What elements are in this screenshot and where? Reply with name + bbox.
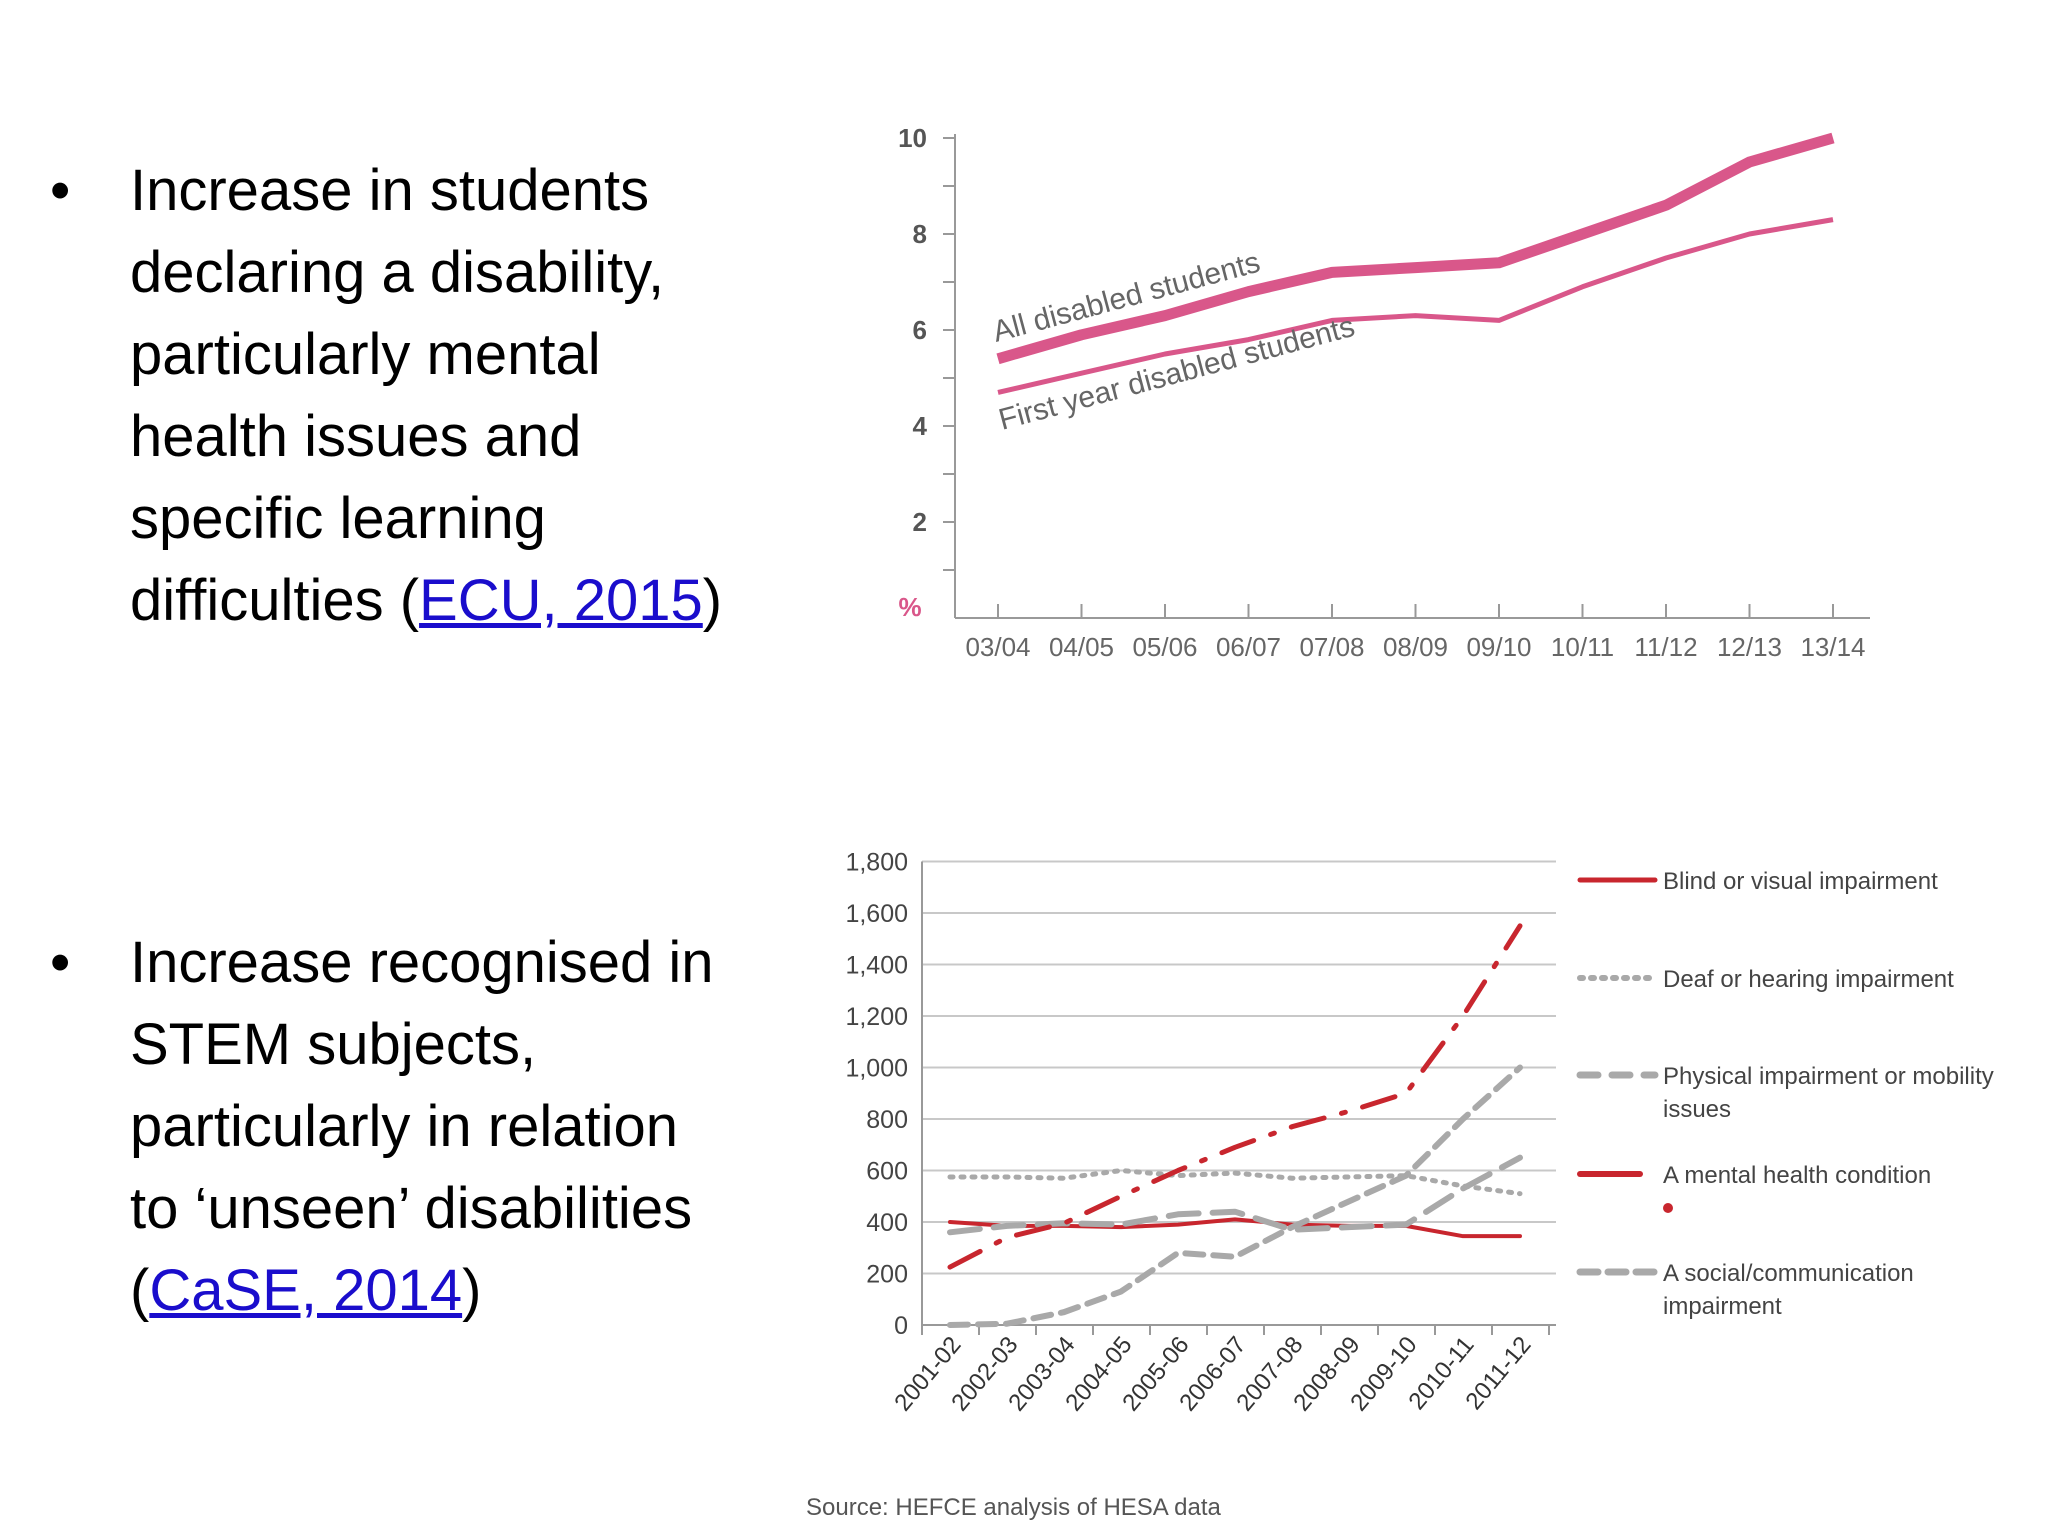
bullet-line: to ‘unseen’ disabilities	[130, 1176, 693, 1241]
x-tick-label: 11/12	[1634, 632, 1697, 662]
y-tick-label: 0	[894, 1312, 908, 1340]
bullet-suffix: )	[462, 1258, 482, 1323]
case-2014-link[interactable]: CaSE, 2014	[149, 1258, 463, 1323]
y-tick-label: 6	[913, 315, 927, 345]
x-tick-label: 12/13	[1717, 632, 1782, 662]
y-tick-label: 8	[913, 219, 927, 249]
x-tick-label: 04/05	[1049, 632, 1114, 662]
legend-label-deaf-or-hearing-impairment: Deaf or hearing impairment	[1663, 966, 1954, 993]
bullet-prefix: (	[130, 1258, 150, 1323]
legend-label-line: Physical impairment or mobility	[1663, 1063, 1994, 1090]
chart-disability-types-stem: 02004006008001,0001,2001,4001,6001,80020…	[845, 849, 1993, 1417]
legend-label-line: Deaf or hearing impairment	[1663, 966, 1954, 993]
legend-label-line: A mental health condition	[1663, 1162, 1931, 1189]
bullet-prefix: difficulties (	[130, 568, 420, 633]
y-tick-label: 1,800	[845, 849, 908, 877]
bullet-marker: •	[50, 930, 71, 995]
y-tick-label: 600	[866, 1158, 908, 1186]
bullet-suffix: )	[702, 568, 723, 633]
y-tick-label: 1,400	[845, 952, 908, 980]
x-tick-label: 05/06	[1132, 632, 1197, 662]
legend-label-blind-or-visual-impairment: Blind or visual impairment	[1663, 868, 1938, 895]
x-tick-label: 07/08	[1299, 632, 1364, 662]
y-axis-unit-label: %	[898, 592, 921, 622]
bullet-line: particularly in relation	[130, 1094, 679, 1159]
bullet-line-last: difficulties (ECU, 2015)	[130, 560, 722, 642]
legend-label-line: impairment	[1663, 1293, 1782, 1320]
y-tick-label: 200	[866, 1261, 908, 1289]
bullet-line: Increase recognised in	[130, 930, 714, 995]
bullet-line: declaring a disability,	[130, 240, 665, 305]
bullet-line-last: (CaSE, 2014)	[130, 1250, 714, 1332]
bullet-line: health issues and	[130, 404, 582, 469]
ecu-2015-link[interactable]: ECU, 2015	[419, 568, 703, 633]
legend-label-a-mental-health-condition: A mental health condition	[1663, 1162, 1931, 1189]
y-tick-label: 1,200	[845, 1003, 908, 1031]
bullet-text: Increase in students declaring a disabil…	[130, 150, 722, 642]
series-line-a-social-communication-impairment	[947, 1064, 1523, 1328]
legend-label-physical-impairment-or-mobility-issues: Physical impairment or mobility issues	[1663, 1063, 1994, 1123]
legend-label-line: Blind or visual impairment	[1663, 868, 1938, 895]
legend-label-line: issues	[1663, 1096, 1731, 1123]
x-tick-label: 09/10	[1466, 632, 1531, 662]
bullet-line: particularly mental	[130, 322, 601, 387]
chart-disabled-students-percentage: 2 4 6 8 10% 03/04 04/05 05/06 06/07 07/08 08/09 09/…	[898, 123, 1870, 662]
bullet-line: specific learning	[130, 486, 546, 551]
bullet-text: Increase recognised in STEM subjects, pa…	[130, 922, 714, 1332]
x-tick-label: 06/07	[1216, 632, 1281, 662]
series-line-a-mental-health-condition	[947, 923, 1523, 1270]
bullet-line: Increase in students	[130, 158, 650, 223]
legend-label-line: A social/communication	[1663, 1260, 1914, 1287]
legend-swatch-dot	[1663, 1203, 1673, 1213]
legend-label-a-social-communication-impairment: A social/communication impairment	[1663, 1260, 1914, 1320]
bullet-marker: •	[50, 158, 71, 223]
x-tick-label: 10/11	[1551, 632, 1614, 662]
y-tick-label: 800	[866, 1106, 908, 1134]
x-tick-label: 13/14	[1800, 632, 1865, 662]
x-tick-label: 03/04	[965, 632, 1030, 662]
y-tick-label: 2	[913, 507, 927, 537]
y-tick-label: 1,600	[845, 900, 908, 928]
chart-source-note: Source: HEFCE analysis of HESA data	[806, 1494, 1221, 1521]
y-tick-label: 4	[913, 411, 928, 441]
y-tick-label: 400	[866, 1209, 908, 1237]
y-tick-label: 10	[898, 123, 927, 153]
y-tick-label: 1,000	[845, 1055, 908, 1083]
x-tick-label: 08/09	[1383, 632, 1448, 662]
series-line-deaf-or-hearing-impairment	[947, 1168, 1523, 1197]
bullet-line: STEM subjects,	[130, 1012, 537, 1077]
